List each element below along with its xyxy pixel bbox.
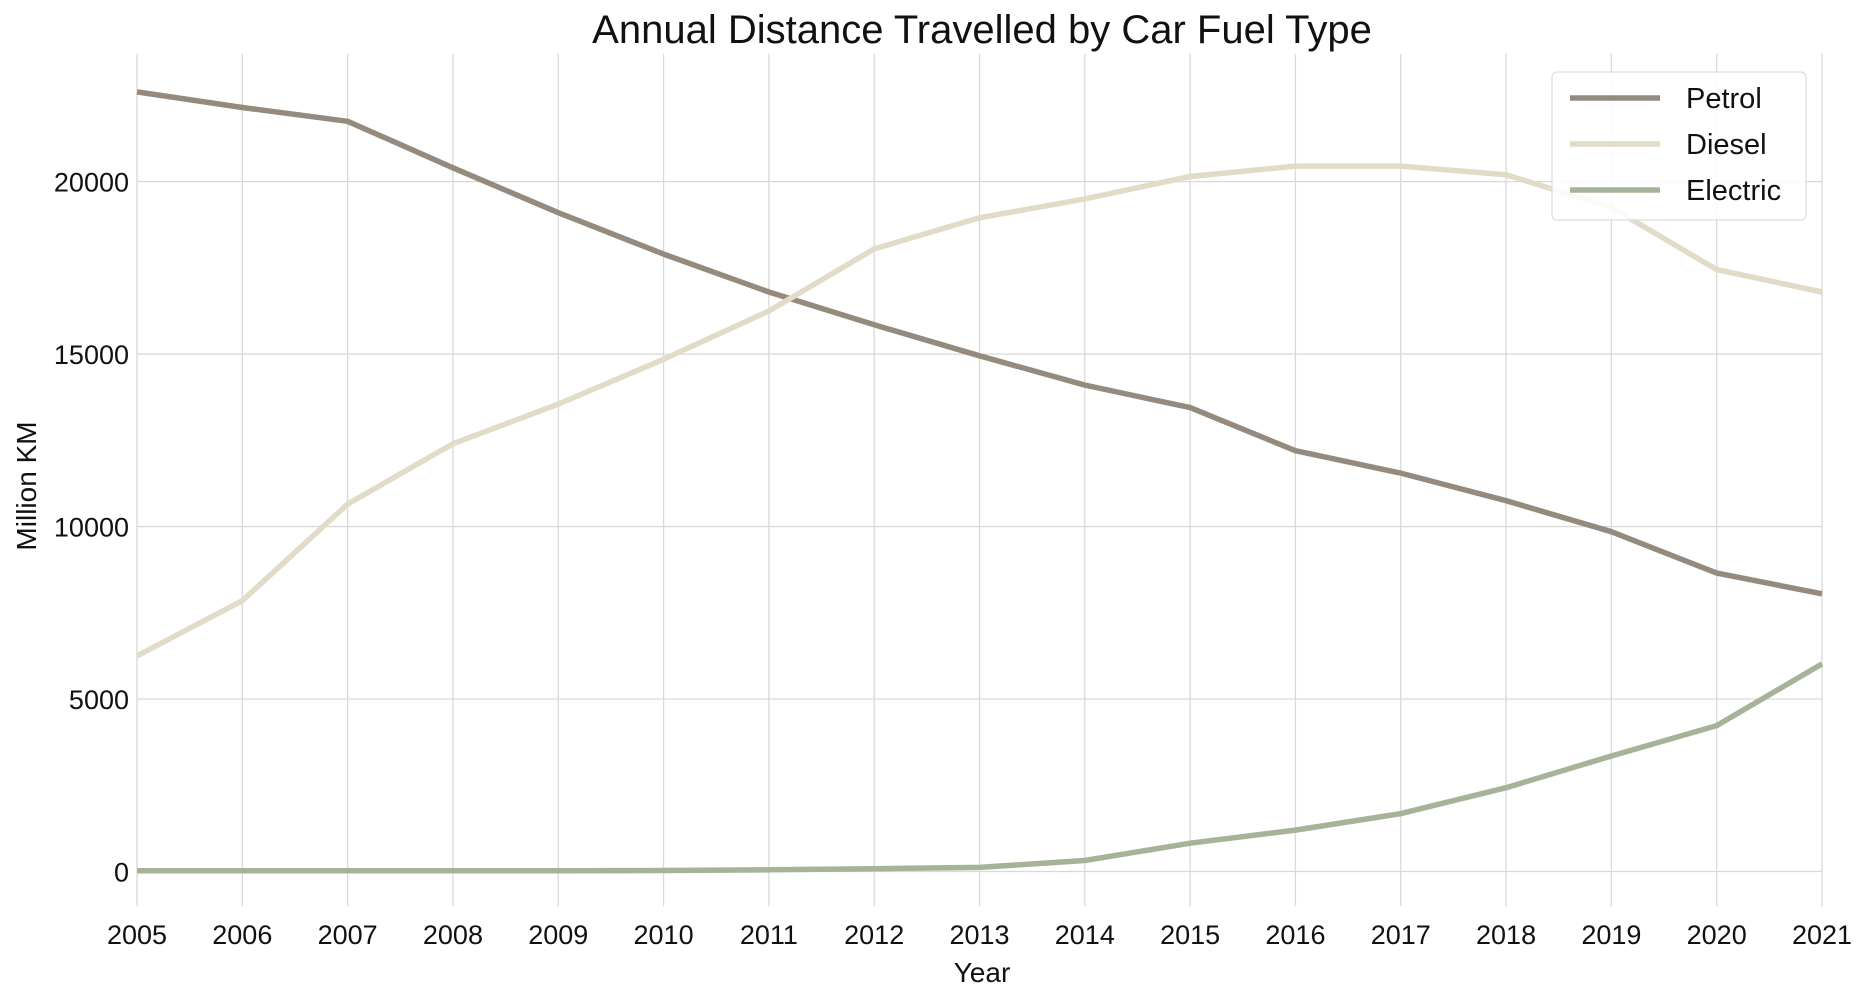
- y-tick-label: 5000: [69, 685, 129, 715]
- x-tick-label: 2013: [949, 920, 1009, 950]
- x-tick-label: 2012: [844, 920, 904, 950]
- x-tick-label: 2009: [528, 920, 588, 950]
- x-tick-label: 2006: [212, 920, 272, 950]
- y-tick-label: 20000: [54, 168, 129, 198]
- y-tick-label: 15000: [54, 340, 129, 370]
- chart-title: Annual Distance Travelled by Car Fuel Ty…: [592, 8, 1372, 52]
- y-tick-label: 10000: [54, 513, 129, 543]
- x-tick-label: 2018: [1476, 920, 1536, 950]
- x-tick-label: 2005: [107, 920, 167, 950]
- legend-box: [1551, 71, 1807, 221]
- series-line-diesel: [135, 163, 1823, 659]
- grid: [136, 54, 1823, 906]
- legend-label-electric: Electric: [1686, 175, 1781, 207]
- x-tick-label: 2008: [423, 920, 483, 950]
- y-axis-title: Million KM: [11, 421, 42, 550]
- x-axis-title: Year: [954, 957, 1011, 988]
- x-tick-label: 2015: [1160, 920, 1220, 950]
- axis-ticks: 2005 2006 2007 2008 2009 2010 2011 2012 2013 2014…: [54, 168, 1852, 950]
- legend: Petrol Diesel Electric: [1551, 71, 1807, 221]
- series-line-petrol: [136, 89, 1823, 597]
- x-tick-label: 2021: [1792, 920, 1852, 950]
- x-tick-label: 2014: [1055, 920, 1115, 950]
- x-tick-label: 2011: [740, 920, 798, 950]
- legend-label-petrol: Petrol: [1686, 83, 1762, 115]
- x-tick-label: 2020: [1687, 920, 1747, 950]
- x-tick-label: 2019: [1581, 920, 1641, 950]
- series-lines: [135, 89, 1824, 874]
- legend-label-diesel: Diesel: [1686, 129, 1767, 161]
- x-tick-label: 2007: [318, 920, 378, 950]
- x-tick-label: 2017: [1371, 920, 1431, 950]
- series-line-electric: [137, 661, 1824, 874]
- x-tick-label: 2010: [634, 920, 694, 950]
- y-tick-label: 0: [114, 858, 129, 888]
- x-tick-label: 2016: [1265, 920, 1325, 950]
